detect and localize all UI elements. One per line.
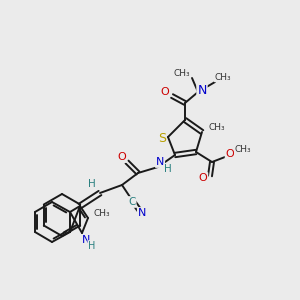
Text: N: N [197,83,207,97]
Text: C: C [128,197,136,207]
Text: S: S [158,133,166,146]
Text: N: N [138,208,146,218]
Text: CH₃: CH₃ [94,209,110,218]
Text: CH₃: CH₃ [174,68,190,77]
Text: H: H [164,164,172,174]
Text: H: H [88,241,96,251]
Text: O: O [118,152,126,162]
Text: N: N [156,157,164,167]
Text: O: O [199,173,207,183]
Text: H: H [88,179,96,189]
Text: CH₃: CH₃ [209,122,225,131]
Text: O: O [160,87,169,97]
Text: CH₃: CH₃ [235,146,251,154]
Text: O: O [226,149,234,159]
Text: CH₃: CH₃ [215,73,231,82]
Text: N: N [82,235,90,245]
